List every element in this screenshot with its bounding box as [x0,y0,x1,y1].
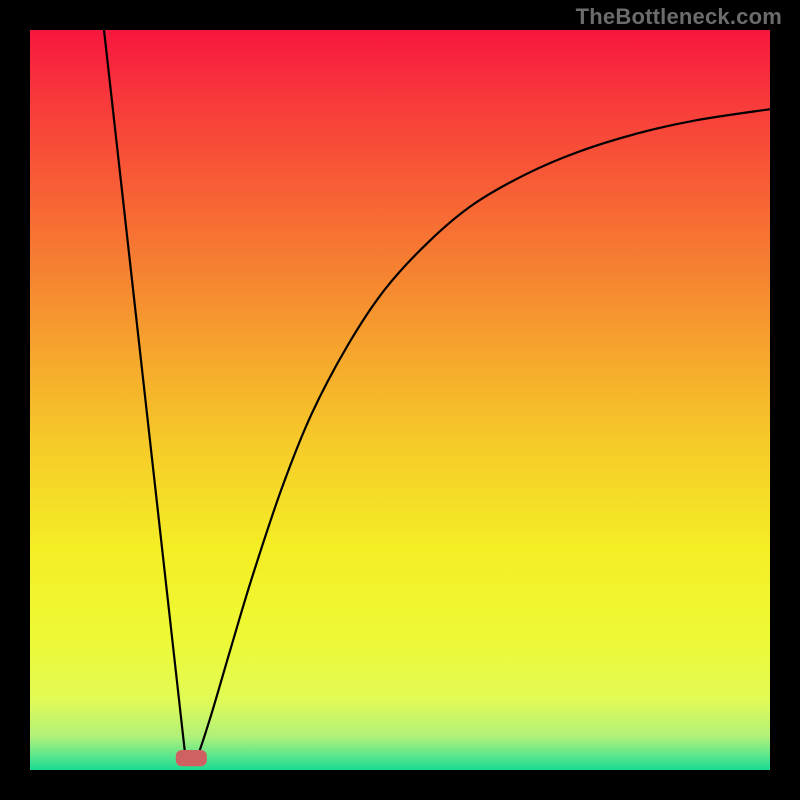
watermark-text: TheBottleneck.com [576,4,782,30]
chart-plot-background [30,30,770,770]
chart-container: TheBottleneck.com [0,0,800,800]
bottleneck-chart [0,0,800,800]
minimum-marker [176,750,207,766]
